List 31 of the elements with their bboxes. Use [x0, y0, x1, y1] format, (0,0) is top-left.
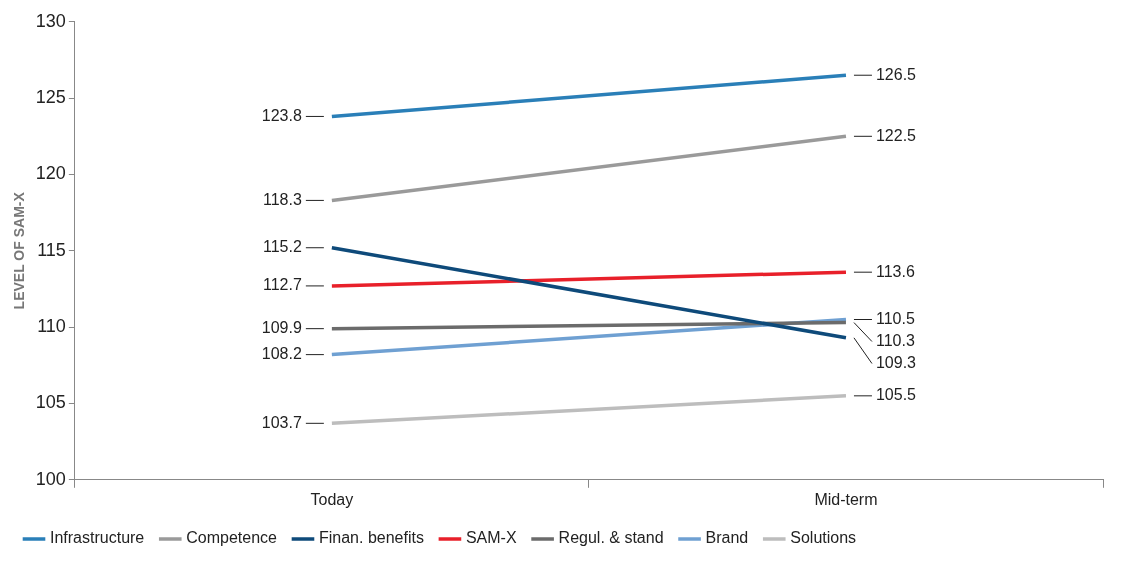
y-tick-label: 115 — [37, 239, 66, 260]
data-label: 118.3 — [263, 190, 302, 208]
data-label: 113.6 — [875, 262, 915, 280]
y-tick-label: 105 — [35, 392, 66, 413]
y-tick-label: 110 — [37, 316, 66, 337]
y-tick-label: 120 — [35, 163, 66, 184]
y-axis-title: LEVEL OF SAM-X — [11, 191, 28, 310]
data-label: 109.9 — [261, 319, 302, 337]
data-label: 110.3 — [875, 331, 915, 349]
data-label: 105.5 — [875, 386, 917, 404]
legend-label: Infrastructure — [50, 529, 145, 547]
data-label: 103.7 — [261, 413, 302, 431]
x-tick-label: Mid-term — [814, 490, 878, 508]
data-label: 115.2 — [263, 238, 302, 256]
legend-label: Brand — [705, 529, 749, 547]
y-tick-label: 100 — [35, 468, 66, 489]
data-label: 122.5 — [875, 126, 917, 144]
x-tick-label: Today — [310, 490, 354, 508]
legend-label: Regul. & stand — [558, 529, 664, 547]
data-label: 108.2 — [261, 345, 302, 363]
legend-label: Finan. benefits — [318, 529, 424, 547]
data-label: 126.5 — [875, 65, 917, 83]
data-label: 109.3 — [875, 353, 917, 371]
data-label: 123.8 — [261, 106, 302, 124]
data-label: 112.7 — [263, 276, 302, 294]
data-label: 110.5 — [875, 309, 915, 327]
legend-label: SAM-X — [465, 529, 517, 547]
legend-label: Competence — [186, 529, 278, 547]
y-tick-label: 125 — [35, 87, 66, 108]
legend-label: Solutions — [790, 529, 857, 547]
y-tick-label: 130 — [35, 10, 66, 31]
